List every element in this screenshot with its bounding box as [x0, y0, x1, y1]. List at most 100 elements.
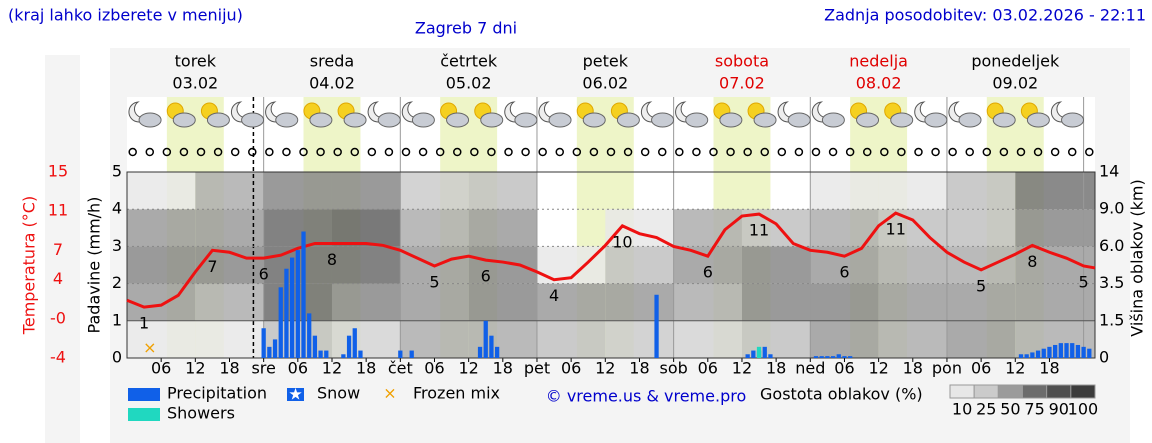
wind-calm — [999, 147, 1009, 157]
cloud-cell — [400, 283, 469, 321]
cloud-cell — [331, 320, 401, 358]
cloud-cell — [605, 246, 674, 284]
wind-calm — [367, 147, 377, 157]
cloud-cell — [673, 209, 742, 247]
day-name: sreda — [310, 52, 354, 71]
legend-swatch — [128, 408, 160, 421]
cloud-cell — [946, 320, 1016, 358]
x-tick-label: pon — [932, 359, 962, 378]
y2-tick-label: 11 — [48, 201, 68, 220]
cloud-cell — [810, 320, 879, 358]
precip-bar — [261, 328, 266, 358]
temperature-label: 11 — [886, 220, 906, 239]
wind-calm — [606, 147, 616, 157]
cloud-cell — [673, 320, 742, 358]
wind-calm — [299, 147, 308, 157]
cloud-cell — [468, 246, 537, 284]
cloud-icon — [446, 112, 470, 128]
temperature-label: 8 — [327, 250, 337, 269]
precip-bar — [284, 268, 289, 358]
precip-bar — [1058, 343, 1063, 358]
x-tick-label: 12 — [595, 359, 615, 378]
wind-calm — [743, 147, 752, 157]
cloud-cell — [1015, 172, 1095, 210]
precip-bar — [494, 346, 500, 358]
cloud-cell — [605, 320, 674, 358]
x-tick-label: 06 — [424, 359, 444, 378]
cloud-icon — [241, 112, 265, 128]
cloud-legend-box — [1022, 384, 1048, 399]
wind-calm — [897, 147, 906, 157]
cloud-icon — [343, 112, 367, 128]
temperature-label: 10 — [612, 232, 632, 251]
precip-bar — [1024, 354, 1029, 358]
cloud-cell — [878, 283, 947, 321]
cloud-icon — [309, 112, 333, 128]
cloud-icon — [1061, 112, 1085, 128]
x-tick-label: 12 — [732, 359, 752, 378]
cloud-icon — [616, 112, 640, 128]
precip-bar — [358, 350, 363, 358]
wind-calm — [965, 147, 974, 157]
cloud-icon — [787, 112, 811, 128]
wind-calm — [931, 147, 940, 157]
cloud-cell — [468, 283, 537, 321]
precip-bar — [489, 335, 494, 358]
y3-tick-label: 6.0 — [1099, 236, 1124, 255]
day-date: 09.02 — [992, 74, 1038, 93]
wind-calm — [470, 147, 479, 157]
y-tick-label: 4 — [112, 199, 122, 218]
x-tick-label: 06 — [561, 359, 581, 378]
cloud-cell — [810, 172, 879, 210]
cloud-icon — [719, 112, 743, 128]
cloud-cell — [195, 283, 264, 321]
wind-calm — [350, 147, 360, 157]
cloud-cell — [1015, 209, 1095, 247]
precip-bar — [267, 346, 272, 358]
temperature-label: 5 — [1079, 272, 1089, 291]
day-name: četrtek — [440, 52, 498, 71]
day-date: 04.02 — [309, 74, 355, 93]
cloud-cell — [1015, 283, 1095, 321]
cloud-cell — [810, 283, 879, 321]
temperature-line — [126, 211, 1096, 309]
cloud-cell — [673, 246, 742, 284]
cloud-icon — [958, 112, 982, 128]
cloud-legend-label: 50 — [1000, 400, 1020, 419]
precip-bar — [756, 346, 762, 358]
wind-calm — [179, 147, 189, 157]
cloud-icon — [753, 112, 777, 128]
precip-bar — [301, 231, 306, 358]
precip-bar — [324, 350, 329, 358]
y-tick-label: 3 — [112, 236, 122, 255]
y2-tick-label: 4 — [53, 269, 63, 288]
temperature-label: 4 — [549, 286, 559, 305]
wind-calm — [145, 147, 155, 157]
cloud-cell — [741, 246, 811, 284]
cloud-cell — [605, 283, 674, 321]
wind-calm — [657, 147, 667, 157]
cloud-cell — [946, 246, 1016, 284]
y-title: Padavine (mm/h) — [85, 197, 104, 334]
x-tick-label: 18 — [629, 359, 649, 378]
cloud-cell — [946, 283, 1016, 321]
wind-calm — [572, 147, 582, 157]
wind-calm — [811, 147, 821, 157]
cloud-legend-box — [1070, 384, 1096, 399]
wind-calm — [487, 147, 496, 157]
cloud-cell — [195, 172, 264, 210]
note: (kraj lahko izberete v meniju) — [8, 6, 243, 25]
day-name: torek — [175, 52, 217, 71]
day-date: 03.02 — [172, 74, 218, 93]
updated: Zadnja posodobitev: 03.02.2026 - 22:11 — [824, 6, 1146, 25]
cloud-cell — [878, 320, 947, 358]
wind-calm — [948, 147, 957, 157]
cloud-cell — [878, 172, 947, 210]
y2-tick-label: -4 — [50, 348, 66, 367]
precip-bar — [768, 354, 773, 358]
wind-calm — [623, 147, 633, 157]
precip-bar — [1035, 350, 1041, 358]
x-tick-label: 12 — [322, 359, 342, 378]
cloud-icon — [411, 112, 435, 128]
x-tick-label: 18 — [1039, 359, 1059, 378]
